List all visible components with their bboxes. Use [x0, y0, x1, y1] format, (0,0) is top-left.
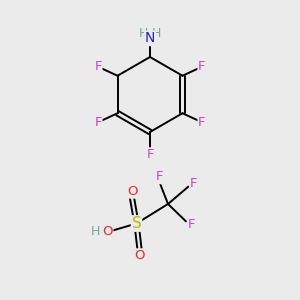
Text: F: F — [198, 116, 206, 129]
Text: S: S — [132, 216, 141, 231]
Text: O: O — [127, 185, 137, 198]
Text: O: O — [102, 225, 113, 239]
Text: F: F — [146, 148, 154, 161]
Text: F: F — [94, 60, 102, 73]
Text: F: F — [156, 170, 164, 184]
Text: H: H — [152, 27, 161, 40]
Text: F: F — [188, 218, 195, 231]
Text: H: H — [139, 27, 148, 40]
Text: F: F — [94, 116, 102, 129]
Text: H: H — [91, 225, 100, 238]
Text: O: O — [134, 249, 145, 262]
Text: N: N — [145, 32, 155, 45]
Text: F: F — [190, 177, 198, 190]
Text: F: F — [198, 60, 206, 73]
